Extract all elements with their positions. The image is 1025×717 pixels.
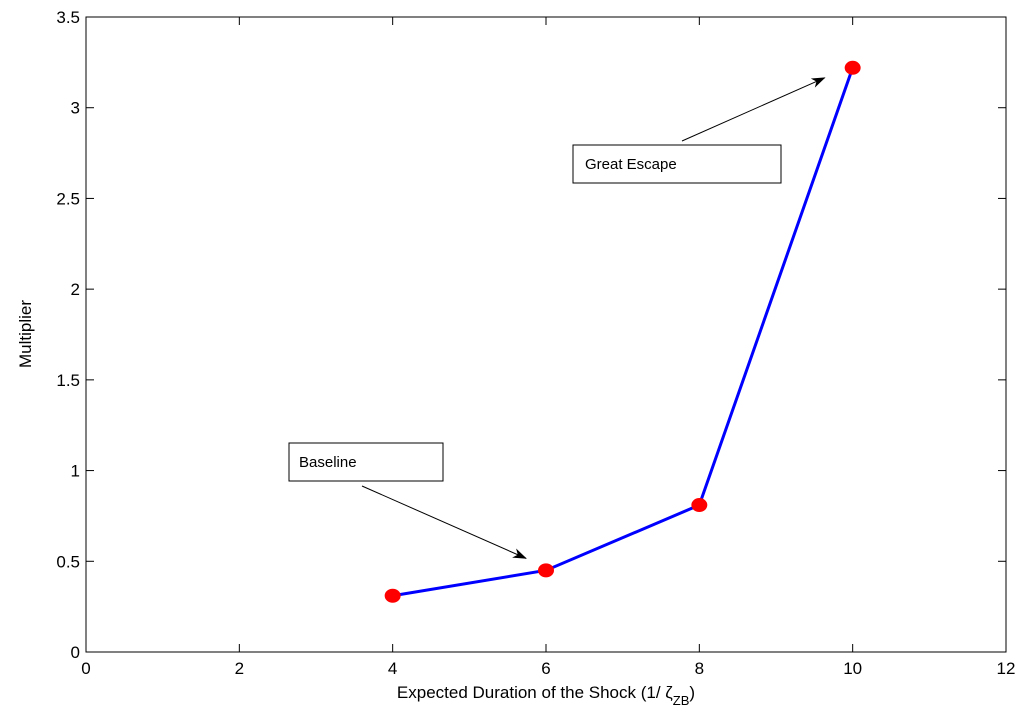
y-tick-label: 2 [71,280,80,299]
x-tick-label: 8 [695,659,704,678]
annotation-box [572,144,782,184]
x-tick-label: 12 [997,659,1016,678]
y-axis-label: Multiplier [16,300,35,368]
plot-area [85,16,1007,653]
data-point [384,588,401,603]
y-tick-labels: 0 0.5 1 1.5 2 2.5 3 3.5 [56,8,80,662]
x-tick-labels: 0 2 4 6 8 10 12 [81,659,1015,678]
series-group [384,60,861,603]
y-tick-label: 1 [71,462,80,481]
y-tick-label: 2.5 [56,189,80,208]
x-axis-label: Expected Duration of the Shock (1/ ζZB) [397,683,695,708]
series-line [392,67,855,598]
x-tick-label: 6 [541,659,550,678]
y-tick-label: 0.5 [56,552,80,571]
y-tick-label: 1.5 [56,371,80,390]
annotation-arrow [681,77,826,142]
data-point [538,563,554,578]
x-tick-label: 2 [235,659,244,678]
y-tick-label: 0 [71,643,80,662]
x-tick-label: 0 [81,659,90,678]
axis-ticks [85,16,1007,653]
annotation-text: Baseline [299,454,357,471]
annotations: Baseline Great Escape [288,77,826,559]
y-tick-label: 3.5 [56,8,80,27]
x-tick-label: 10 [843,659,862,678]
x-tick-label: 4 [388,659,397,678]
annotation-arrow [361,485,527,559]
annotation-text: Great Escape [585,156,677,173]
y-tick-label: 3 [71,99,80,118]
data-point [691,498,708,513]
data-point [844,60,861,75]
annotation-box [288,442,444,482]
